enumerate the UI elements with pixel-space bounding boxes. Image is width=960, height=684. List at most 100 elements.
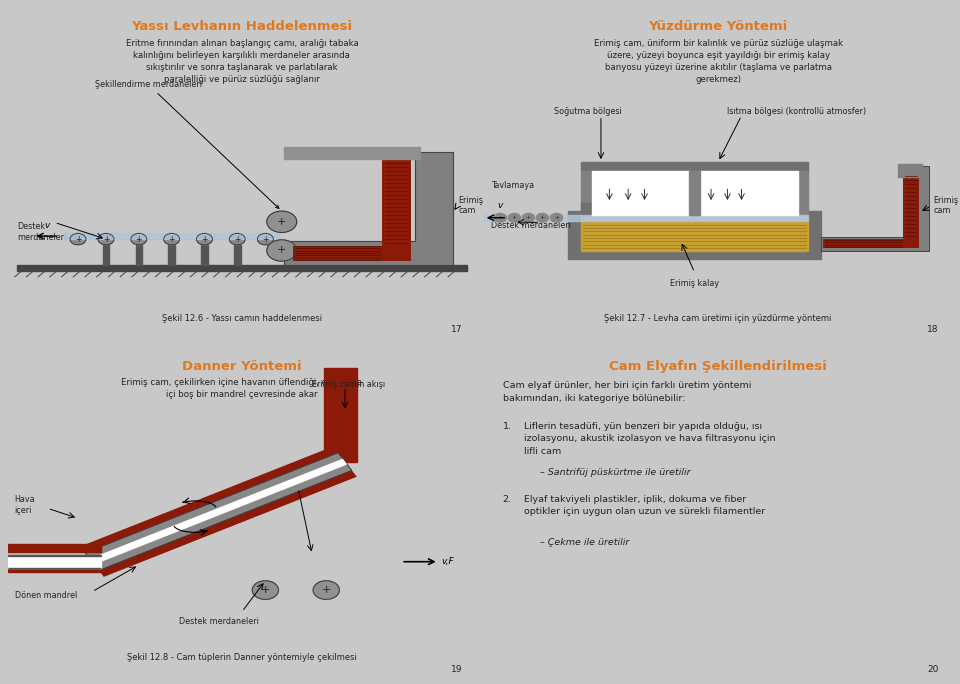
- Bar: [798, 172, 808, 215]
- Text: Liflerin tesadüfi, yün benzeri bir yapıda olduğu, ısı
izolasyonu, akustik izolas: Liflerin tesadüfi, yün benzeri bir yapıd…: [523, 421, 775, 456]
- Text: – Çekme ile üretilir: – Çekme ile üretilir: [540, 538, 630, 547]
- Polygon shape: [824, 172, 919, 248]
- Text: v: v: [497, 201, 503, 211]
- Text: Yassı Levhanın Haddelenmesi: Yassı Levhanın Haddelenmesi: [132, 21, 352, 34]
- Text: 1.: 1.: [503, 421, 512, 430]
- Bar: [8, 564, 102, 572]
- Text: Erimiş
cam: Erimiş cam: [458, 196, 483, 215]
- Text: – Santrifüj püskürtme ile üretilir: – Santrifüj püskürtme ile üretilir: [540, 469, 690, 477]
- Text: Şekillendirme merdaneleri: Şekillendirme merdaneleri: [95, 80, 279, 209]
- Bar: [899, 164, 922, 177]
- Circle shape: [267, 211, 297, 233]
- Bar: [103, 245, 109, 265]
- Text: Destek merdaneleri: Destek merdaneleri: [179, 617, 258, 626]
- Bar: [484, 215, 582, 221]
- Text: +: +: [322, 585, 331, 595]
- Bar: [234, 245, 241, 265]
- Circle shape: [229, 233, 245, 245]
- Text: Şekil 12.6 - Yassı camın haddelenmesi: Şekil 12.6 - Yassı camın haddelenmesi: [162, 313, 322, 323]
- Circle shape: [522, 213, 535, 222]
- Bar: [284, 147, 420, 159]
- Circle shape: [98, 233, 114, 245]
- Bar: [135, 245, 142, 265]
- Circle shape: [164, 233, 180, 245]
- Bar: [324, 368, 357, 462]
- Text: Elyaf takviyeli plastikler, iplik, dokuma ve fiber
optikler için uygun olan uzun: Elyaf takviyeli plastikler, iplik, dokum…: [523, 495, 765, 516]
- Text: Destek merdaneleri: Destek merdaneleri: [491, 222, 571, 231]
- Bar: [202, 245, 207, 265]
- Bar: [689, 172, 700, 215]
- Text: +: +: [234, 235, 240, 244]
- Text: Cam Elyafın Şekillendirilmesi: Cam Elyafın Şekillendirilmesi: [610, 360, 827, 373]
- Bar: [591, 172, 689, 215]
- Text: +: +: [512, 215, 516, 220]
- Circle shape: [550, 213, 563, 222]
- Circle shape: [257, 233, 274, 245]
- Text: Tavlamaya: Tavlamaya: [491, 181, 534, 190]
- Text: Erimiş
cam: Erimiş cam: [933, 196, 959, 215]
- Circle shape: [494, 213, 506, 222]
- Text: Dönen mandrel: Dönen mandrel: [14, 590, 77, 600]
- Text: 20: 20: [927, 665, 938, 674]
- Text: Eritme fırınından alınan başlangıç camı, aralığı tabaka
kalınlığını belirleyen k: Eritme fırınından alınan başlangıç camı,…: [126, 39, 358, 84]
- Text: +: +: [277, 217, 286, 227]
- Bar: [700, 172, 798, 215]
- Bar: [8, 555, 102, 568]
- Text: Erimiş kalay: Erimiş kalay: [670, 279, 719, 288]
- Text: 19: 19: [450, 665, 462, 674]
- Text: Erimiş camın akışı: Erimiş camın akışı: [312, 380, 385, 389]
- Text: Erimiş cam, üniform bir kalınlık ve pürüz süzlüğe ulaşmak
üzere, yüzeyi boyunca : Erimiş cam, üniform bir kalınlık ve pürü…: [593, 39, 843, 84]
- Bar: [582, 221, 808, 251]
- Text: Soğutma bölgesi: Soğutma bölgesi: [554, 107, 622, 116]
- Circle shape: [131, 233, 147, 245]
- Bar: [582, 203, 591, 215]
- Polygon shape: [821, 166, 929, 251]
- Circle shape: [197, 233, 212, 245]
- Polygon shape: [294, 159, 411, 261]
- Bar: [582, 172, 591, 215]
- Bar: [568, 211, 582, 251]
- Text: +: +: [202, 235, 207, 244]
- Text: +: +: [261, 585, 270, 595]
- Text: +: +: [526, 215, 531, 220]
- Text: +: +: [277, 246, 286, 256]
- Text: Erimiş cam, çekilirken içine havanın üflendiği, dönen ve
içi boş bir mandrel çev: Erimiş cam, çekilirken içine havanın üfl…: [121, 378, 363, 399]
- Bar: [582, 162, 808, 172]
- Text: +: +: [168, 235, 175, 244]
- Text: +: +: [497, 215, 503, 220]
- Circle shape: [70, 233, 85, 245]
- Polygon shape: [81, 447, 357, 577]
- Circle shape: [508, 213, 520, 222]
- Bar: [168, 245, 175, 265]
- Bar: [64, 233, 279, 239]
- Bar: [8, 544, 102, 552]
- Text: +: +: [103, 235, 109, 244]
- Text: +: +: [135, 235, 142, 244]
- Circle shape: [313, 581, 340, 599]
- Text: Tüp ürün: Tüp ürün: [279, 480, 314, 490]
- Text: 2.: 2.: [503, 495, 512, 504]
- Polygon shape: [284, 153, 453, 265]
- Polygon shape: [89, 459, 348, 564]
- Polygon shape: [85, 453, 351, 570]
- Text: Şekil 12.7 - Levha cam üretimi için yüzdürme yöntemi: Şekil 12.7 - Levha cam üretimi için yüzd…: [605, 313, 831, 323]
- Bar: [568, 251, 821, 259]
- Text: Danner Yöntemi: Danner Yöntemi: [182, 360, 301, 373]
- Text: +: +: [554, 215, 559, 220]
- Text: Yüzdürme Yöntemi: Yüzdürme Yöntemi: [648, 21, 788, 34]
- Text: +: +: [262, 235, 269, 244]
- Text: +: +: [540, 215, 545, 220]
- Circle shape: [537, 213, 548, 222]
- Text: 17: 17: [450, 326, 462, 334]
- Text: Destek
merdaneleri: Destek merdaneleri: [17, 222, 66, 242]
- Text: v: v: [44, 221, 49, 230]
- Text: Hava
içeri: Hava içeri: [14, 495, 36, 514]
- Circle shape: [252, 581, 278, 599]
- Text: +: +: [75, 235, 82, 244]
- Bar: [808, 211, 821, 251]
- Text: v,F: v,F: [441, 557, 454, 566]
- Text: 18: 18: [926, 326, 938, 334]
- Text: Şekil 12.8 - Cam tüplerin Danner yöntemiyle çekilmesi: Şekil 12.8 - Cam tüplerin Danner yöntemi…: [127, 653, 357, 662]
- Text: Cam elyaf ürünler, her biri için farklı üretim yöntemi
bakımından, iki kategoriy: Cam elyaf ürünler, her biri için farklı …: [503, 382, 751, 403]
- Circle shape: [267, 240, 297, 261]
